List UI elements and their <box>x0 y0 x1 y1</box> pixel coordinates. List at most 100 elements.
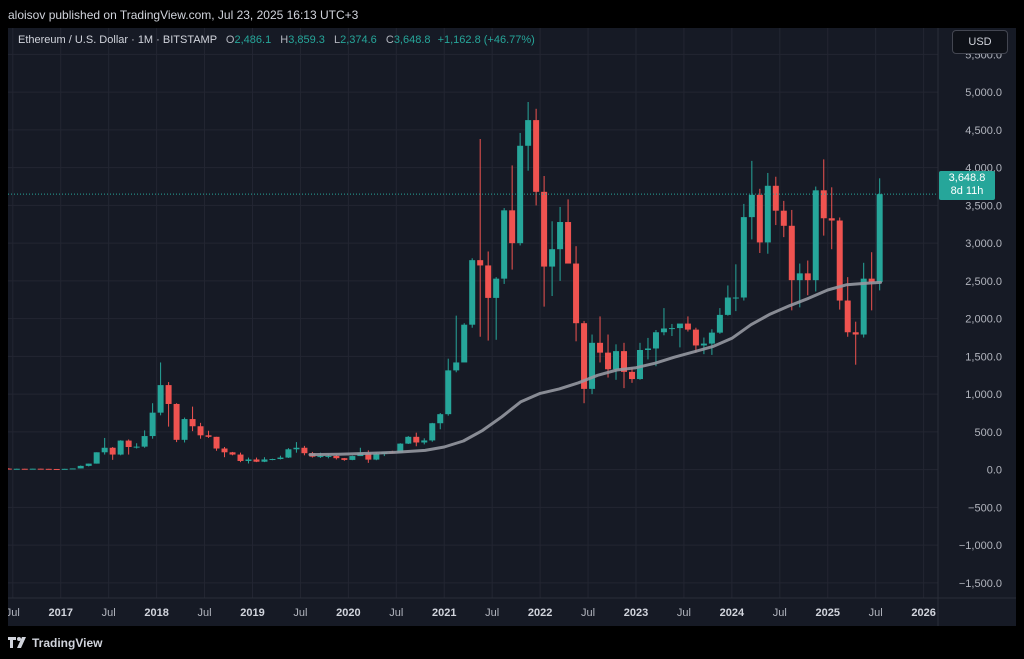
candle <box>341 457 348 461</box>
x-tick-label: 2017 <box>48 607 72 619</box>
y-tick-label: 2,500.0 <box>965 276 1002 288</box>
candle <box>876 178 883 291</box>
candle-body <box>461 324 468 363</box>
candle-body <box>349 456 356 460</box>
x-tick-label: Jul <box>8 607 20 619</box>
candle <box>565 199 572 264</box>
candle-body <box>621 351 628 372</box>
x-tick-label: 2020 <box>336 607 360 619</box>
candle <box>748 160 755 240</box>
candle <box>628 367 635 383</box>
symbol-title[interactable]: Ethereum / U.S. Dollar · 1M · BITSTAMP <box>18 34 217 46</box>
candle-body <box>149 412 156 437</box>
last-price-label: 3,648.8 8d 11h <box>939 171 995 200</box>
x-tick-label: 2025 <box>816 607 840 619</box>
candle <box>860 262 867 338</box>
candle-body <box>109 447 116 455</box>
candle <box>197 422 204 439</box>
candle <box>237 452 244 463</box>
candle <box>636 342 643 380</box>
candle-body <box>644 348 651 350</box>
high-value: 3,859.3 <box>288 34 325 46</box>
candle-body <box>181 419 188 440</box>
candle-body <box>605 352 612 370</box>
moving-average-line <box>308 280 882 457</box>
price-chart[interactable]: 5,500.05,000.04,500.04,000.03,500.03,000… <box>8 28 1016 626</box>
candle <box>780 200 787 238</box>
candle-body <box>277 457 284 460</box>
candle-body <box>477 260 484 266</box>
candle <box>141 430 148 448</box>
candle <box>549 221 556 297</box>
candle <box>293 442 300 453</box>
footer: TradingView <box>0 626 1024 659</box>
candle-body <box>732 297 739 299</box>
candle <box>69 468 76 470</box>
candle <box>101 437 108 455</box>
candle-body <box>253 459 260 462</box>
candle <box>429 422 436 442</box>
candle-body <box>453 362 460 371</box>
candle <box>189 406 196 432</box>
y-tick-label: −500.0 <box>968 502 1002 514</box>
candle <box>597 316 604 363</box>
candle <box>445 358 452 416</box>
candle <box>253 457 260 463</box>
candle <box>173 403 180 443</box>
candle <box>517 132 524 246</box>
candle <box>732 264 739 312</box>
candle-body <box>509 210 516 244</box>
candle <box>644 337 651 360</box>
candle-body <box>549 249 556 267</box>
candle <box>469 258 476 328</box>
candle <box>157 362 164 416</box>
candle-body <box>101 447 108 453</box>
candle <box>53 468 60 470</box>
candle <box>461 323 468 363</box>
candle <box>541 175 548 307</box>
candle-body <box>589 342 596 389</box>
candle-body <box>501 210 508 279</box>
candle-body <box>45 468 52 470</box>
close-label: C <box>385 34 394 46</box>
open-value: 2,486.1 <box>234 34 272 46</box>
candle <box>13 468 20 470</box>
y-tick-label: −1,000.0 <box>959 540 1002 552</box>
candle-body <box>133 446 140 448</box>
candle-body <box>668 328 675 330</box>
candle <box>125 439 132 455</box>
candle <box>245 457 252 464</box>
candle <box>149 403 156 439</box>
candle <box>652 329 659 367</box>
candle <box>676 323 683 348</box>
candle <box>724 285 731 316</box>
y-tick-label: −1,500.0 <box>959 578 1002 590</box>
candle <box>740 203 747 301</box>
candle <box>716 308 723 334</box>
candle <box>437 413 444 430</box>
x-tick-label: Jul <box>198 607 212 619</box>
candle <box>613 344 620 380</box>
candle-body <box>37 468 44 470</box>
y-tick-label: 2,000.0 <box>965 314 1002 326</box>
candle <box>477 138 484 337</box>
close-value: 3,648.8 <box>393 34 431 46</box>
candle-body <box>141 436 148 447</box>
currency-button[interactable]: USD <box>952 30 1008 54</box>
candle-body <box>293 447 300 450</box>
x-tick-label: 2021 <box>432 607 456 619</box>
candle <box>581 320 588 404</box>
publish-header: aloisov published on TradingView.com, Ju… <box>0 0 1024 28</box>
candle-body <box>437 414 444 424</box>
y-tick-label: 4,500.0 <box>965 125 1002 137</box>
candle-body <box>836 220 843 301</box>
candle <box>8 468 12 470</box>
candle <box>301 445 308 456</box>
candle <box>868 252 875 311</box>
candle <box>405 436 412 444</box>
candle-body <box>828 218 835 221</box>
candle-body <box>525 120 532 146</box>
chart-area[interactable]: 5,500.0 5,000.0 4,500.0 4,000.0 3,500.0 3,000… <box>8 28 1016 626</box>
candle-body <box>533 120 540 192</box>
candle <box>852 321 859 365</box>
